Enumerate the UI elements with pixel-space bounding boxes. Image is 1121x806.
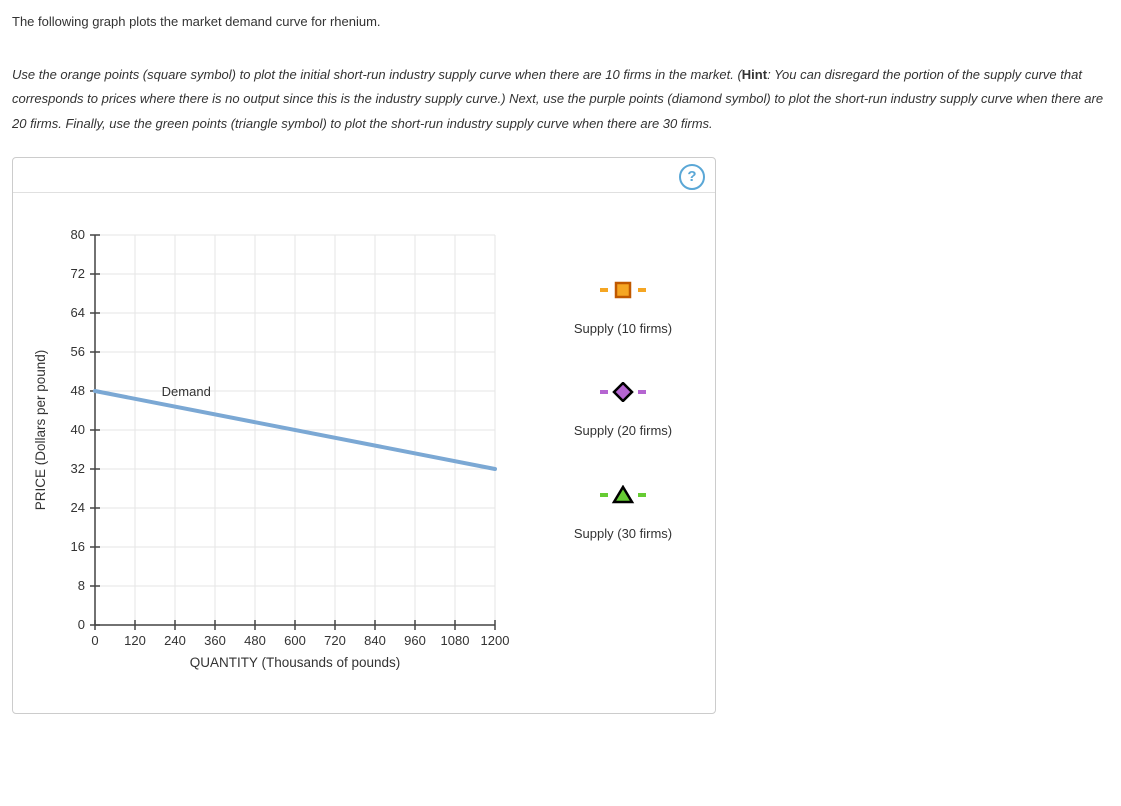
svg-text:8: 8	[78, 578, 85, 593]
svg-text:120: 120	[124, 633, 146, 648]
legend-label: Supply (30 firms)	[553, 522, 693, 547]
legend-item-diamond[interactable]: Supply (20 firms)	[553, 383, 693, 444]
svg-text:48: 48	[71, 383, 85, 398]
svg-text:72: 72	[71, 266, 85, 281]
legend-label: Supply (10 firms)	[553, 317, 693, 342]
svg-text:24: 24	[71, 500, 85, 515]
chart-panel: ? 0 8 16 24 32 40 48 56 64 72 80 0 120 240 360 480 600 72…	[12, 157, 716, 714]
hint-label: Hint	[742, 67, 767, 82]
svg-text:16: 16	[71, 539, 85, 554]
svg-text:0: 0	[91, 633, 98, 648]
svg-text:1200: 1200	[481, 633, 510, 648]
chart-area[interactable]: 0 8 16 24 32 40 48 56 64 72 80 0 120 240 360 480 600 720 8…	[23, 223, 523, 683]
svg-text:1080: 1080	[441, 633, 470, 648]
svg-text:80: 80	[71, 227, 85, 242]
svg-text:480: 480	[244, 633, 266, 648]
legend-item-square[interactable]: Supply (10 firms)	[553, 281, 693, 342]
svg-text:960: 960	[404, 633, 426, 648]
svg-text:64: 64	[71, 305, 85, 320]
instructions-part1a: Use the orange points (square symbol) to…	[12, 67, 742, 82]
svg-text:40: 40	[71, 422, 85, 437]
intro-text: The following graph plots the market dem…	[12, 10, 1109, 35]
svg-text:QUANTITY (Thousands of pounds): QUANTITY (Thousands of pounds)	[190, 655, 401, 670]
square-marker-icon	[553, 281, 693, 299]
svg-text:Demand: Demand	[162, 384, 211, 399]
legend-item-triangle[interactable]: Supply (30 firms)	[553, 486, 693, 547]
svg-text:0: 0	[78, 617, 85, 632]
legend: Supply (10 firms) Supply (20 firms) Supply…	[523, 223, 705, 683]
instructions-text: Use the orange points (square symbol) to…	[12, 63, 1109, 137]
svg-text:600: 600	[284, 633, 306, 648]
svg-text:PRICE (Dollars per pound): PRICE (Dollars per pound)	[33, 349, 48, 510]
chart-header: ?	[13, 158, 715, 193]
svg-text:360: 360	[204, 633, 226, 648]
svg-text:240: 240	[164, 633, 186, 648]
legend-label: Supply (20 firms)	[553, 419, 693, 444]
svg-text:56: 56	[71, 344, 85, 359]
chart-body: 0 8 16 24 32 40 48 56 64 72 80 0 120 240 360 480 600 720 8…	[13, 193, 715, 713]
svg-text:720: 720	[324, 633, 346, 648]
diamond-marker-icon	[553, 383, 693, 401]
svg-text:32: 32	[71, 461, 85, 476]
help-icon[interactable]: ?	[679, 164, 705, 190]
chart-svg[interactable]: 0 8 16 24 32 40 48 56 64 72 80 0 120 240 360 480 600 720 8…	[23, 223, 523, 683]
svg-text:840: 840	[364, 633, 386, 648]
triangle-marker-icon	[553, 486, 693, 504]
